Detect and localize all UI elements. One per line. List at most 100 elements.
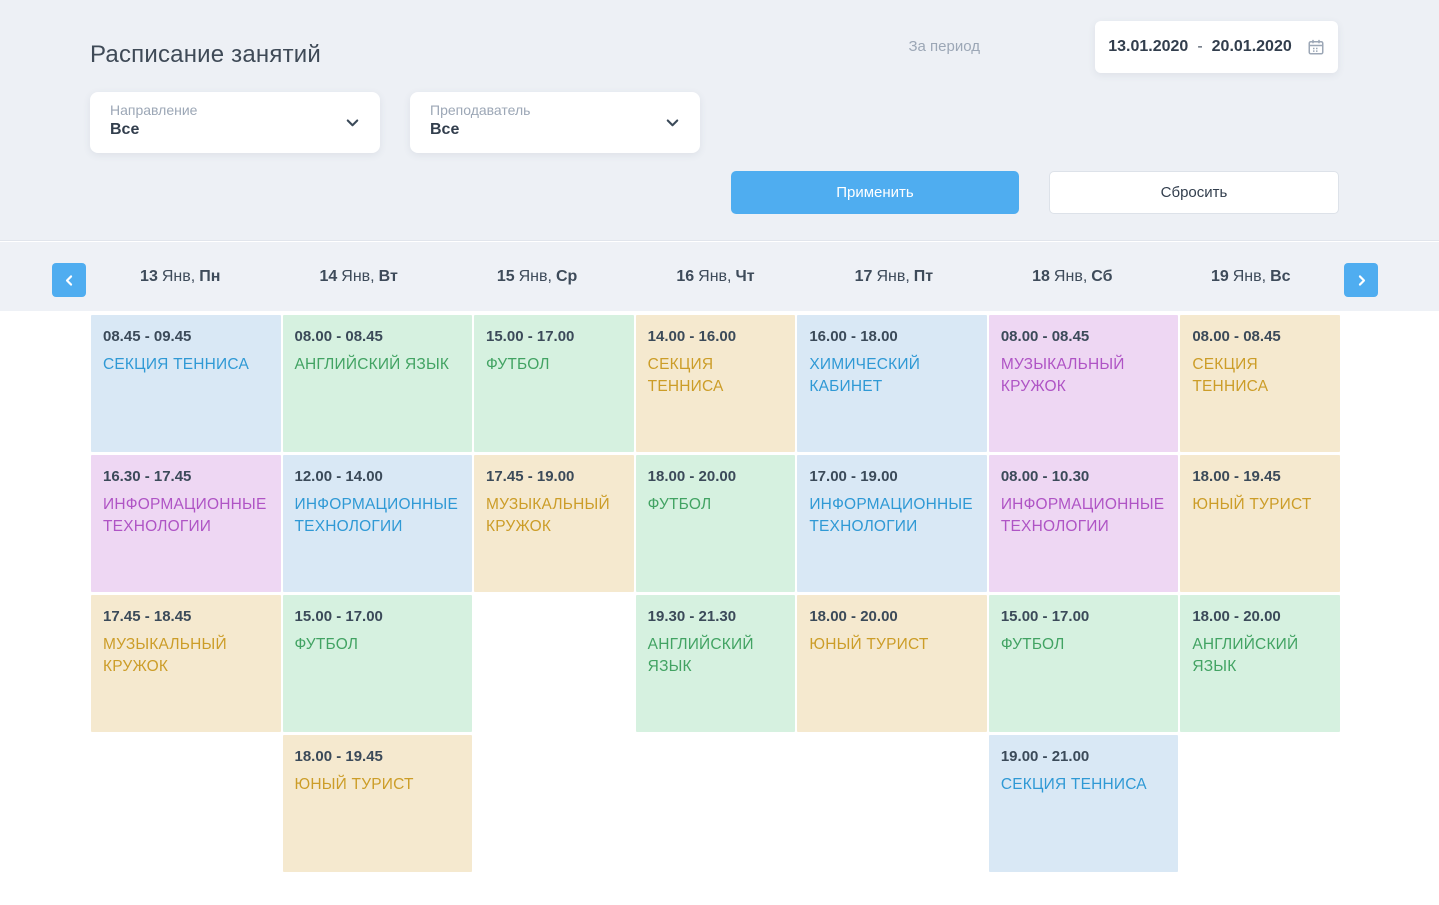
schedule-event[interactable]: 18.00 - 19.45 ЮНЫЙ ТУРИСТ <box>1180 455 1341 592</box>
schedule-event[interactable]: 16.30 - 17.45 ИНФОРМАЦИОННЫЕ ТЕХНОЛОГИИ <box>91 455 281 592</box>
day-number: 19 <box>1210 267 1229 285</box>
event-name: СЕКЦИЯ ТЕННИСА <box>103 356 249 373</box>
schedule-event[interactable]: 08.00 - 08.45 СЕКЦИЯ ТЕННИСА <box>1180 315 1341 452</box>
event-time: 15.00 - 17.00 <box>294 608 383 625</box>
day-column: 08.45 - 09.45 СЕКЦИЯ ТЕННИСА 16.30 - 17.45… <box>91 315 281 872</box>
day-weekday: Пн <box>199 267 221 285</box>
schedule-grid: 08.45 - 09.45 СЕКЦИЯ ТЕННИСА 16.30 - 17.45… <box>91 315 1341 872</box>
chevron-down-icon[interactable] <box>663 113 682 137</box>
day-number: 16 <box>676 267 695 285</box>
event-time: 08.00 - 10.30 <box>1000 468 1090 485</box>
day-weekday: Вс <box>1270 267 1291 285</box>
period-filter: За период 13.01.2020 - 20.01.2020 <box>908 21 1340 73</box>
chevron-right-icon <box>1358 274 1365 286</box>
filter-panel: Расписание занятий За период 13.01.2020 … <box>0 0 1439 241</box>
day-weekday: Пт <box>913 267 934 285</box>
next-week-button[interactable] <box>1344 263 1378 297</box>
event-time: 14.00 - 16.00 <box>647 328 737 345</box>
period-label: За период <box>908 38 980 55</box>
schedule-event[interactable]: 18.00 - 20.00 ЮНЫЙ ТУРИСТ <box>797 595 987 732</box>
schedule-event[interactable]: 16.00 - 18.00 ХИМИЧЕСКИЙ КАБИНЕТ <box>797 315 987 452</box>
schedule-event[interactable]: 18.00 - 19.45 ЮНЫЙ ТУРИСТ <box>282 735 472 872</box>
day-month: Янв, <box>1232 267 1267 285</box>
empty-slot <box>1180 735 1340 872</box>
day-header: 17 Янв, Пт <box>805 242 983 311</box>
event-name: ХИМИЧЕСКИЙ КАБИНЕТ <box>809 356 921 396</box>
event-time: 19.00 - 21.00 <box>1000 748 1090 765</box>
event-time: 12.00 - 14.00 <box>294 468 383 485</box>
day-weekday: Сб <box>1091 267 1113 285</box>
schedule-event[interactable]: 08.00 - 10.30 ИНФОРМАЦИОННЫЕ ТЕХНОЛОГИИ <box>988 455 1179 592</box>
day-column: 16.00 - 18.00 ХИМИЧЕСКИЙ КАБИНЕТ 17.00 - 1… <box>797 315 987 872</box>
teacher-select-label: Преподаватель <box>430 102 531 118</box>
day-month: Янв, <box>1053 267 1088 285</box>
day-header: 19 Янв, Вс <box>1162 242 1340 311</box>
event-name: ФУТБОЛ <box>647 496 712 513</box>
event-time: 17.45 - 19.00 <box>486 468 575 485</box>
event-time: 17.00 - 19.00 <box>809 468 898 485</box>
event-name: ЮНЫЙ ТУРИСТ <box>1192 496 1312 513</box>
direction-select-value: Все <box>110 121 140 138</box>
schedule-event[interactable]: 17.45 - 19.00 МУЗЫКАЛЬНЫЙ КРУЖОК <box>474 455 634 592</box>
schedule-event[interactable]: 19.30 - 21.30 АНГЛИЙСКИЙ ЯЗЫК <box>635 595 796 732</box>
schedule-event[interactable]: 08.00 - 08.45 МУЗЫКАЛЬНЫЙ КРУЖОК <box>988 315 1179 452</box>
event-time: 18.00 - 20.00 <box>1192 608 1281 625</box>
event-name: СЕКЦИЯ ТЕННИСА <box>1192 356 1269 396</box>
schedule-event[interactable]: 17.00 - 19.00 ИНФОРМАЦИОННЫЕ ТЕХНОЛОГИИ <box>797 455 987 592</box>
week-navigation-band: 13 Янв, Пн 14 Янв, Вт 15 Янв, Ср 16 Янв, Чт 17 Янв, Пт… <box>0 242 1439 311</box>
event-name: ИНФОРМАЦИОННЫЕ ТЕХНОЛОГИИ <box>103 496 267 536</box>
empty-slot <box>474 735 634 872</box>
schedule-event[interactable]: 18.00 - 20.00 ФУТБОЛ <box>635 455 796 592</box>
schedule-event[interactable]: 18.00 - 20.00 АНГЛИЙСКИЙ ЯЗЫК <box>1180 595 1341 732</box>
chevron-down-icon[interactable] <box>343 113 362 137</box>
schedule-event[interactable]: 12.00 - 14.00 ИНФОРМАЦИОННЫЕ ТЕХНОЛОГИИ <box>282 455 472 592</box>
teacher-select[interactable]: Преподаватель Все <box>410 92 700 153</box>
schedule-event[interactable]: 17.45 - 18.45 МУЗЫКАЛЬНЫЙ КРУЖОК <box>91 595 281 732</box>
empty-slot <box>636 735 796 872</box>
day-month: Янв, <box>341 267 375 285</box>
schedule-event[interactable]: 19.00 - 21.00 СЕКЦИЯ ТЕННИСА <box>988 735 1179 872</box>
reset-button[interactable]: Сбросить <box>1049 171 1339 214</box>
event-name: МУЗЫКАЛЬНЫЙ КРУЖОК <box>486 496 610 536</box>
event-name: СЕКЦИЯ ТЕННИСА <box>1000 776 1147 793</box>
empty-slot <box>797 735 987 872</box>
day-header-row: 13 Янв, Пн 14 Янв, Вт 15 Янв, Ср 16 Янв, Чт 17 Янв, Пт… <box>91 242 1340 311</box>
schedule-event[interactable]: 14.00 - 16.00 СЕКЦИЯ ТЕННИСА <box>635 315 796 452</box>
event-name: ФУТБОЛ <box>294 636 359 653</box>
event-name: ФУТБОЛ <box>486 356 550 373</box>
event-time: 08.00 - 08.45 <box>1000 328 1090 345</box>
direction-select[interactable]: Направление Все <box>90 92 380 153</box>
event-name: ЮНЫЙ ТУРИСТ <box>809 636 929 653</box>
event-time: 18.00 - 20.00 <box>809 608 898 625</box>
schedule-event[interactable]: 15.00 - 17.00 ФУТБОЛ <box>282 595 472 732</box>
event-name: ИНФОРМАЦИОННЫЕ ТЕХНОЛОГИИ <box>294 496 458 536</box>
event-time: 16.30 - 17.45 <box>103 468 192 485</box>
day-column: 08.00 - 08.45 МУЗЫКАЛЬНЫЙ КРУЖОК 08.00 - 1… <box>988 315 1179 872</box>
day-number: 15 <box>496 267 515 285</box>
event-name: ИНФОРМАЦИОННЫЕ ТЕХНОЛОГИИ <box>809 496 973 536</box>
event-name: ФУТБОЛ <box>1000 636 1065 653</box>
period-separator: - <box>1197 38 1203 55</box>
schedule-event[interactable]: 15.00 - 17.00 ФУТБОЛ <box>474 315 634 452</box>
day-number: 13 <box>140 267 158 285</box>
event-name: АНГЛИЙСКИЙ ЯЗЫК <box>294 356 450 373</box>
day-number: 14 <box>319 267 338 285</box>
event-time: 18.00 - 19.45 <box>294 748 383 765</box>
day-number: 17 <box>854 267 873 285</box>
apply-button[interactable]: Применить <box>731 171 1019 214</box>
schedule-event[interactable]: 08.00 - 08.45 АНГЛИЙСКИЙ ЯЗЫК <box>282 315 472 452</box>
period-range-input[interactable]: 13.01.2020 - 20.01.2020 <box>1095 21 1338 73</box>
schedule-event[interactable]: 08.45 - 09.45 СЕКЦИЯ ТЕННИСА <box>91 315 281 452</box>
day-month: Янв, <box>161 267 196 285</box>
previous-week-button[interactable] <box>52 263 86 297</box>
day-weekday: Вт <box>378 267 398 285</box>
schedule-event[interactable]: 15.00 - 17.00 ФУТБОЛ <box>988 595 1179 732</box>
event-time: 15.00 - 17.00 <box>1000 608 1090 625</box>
day-header: 14 Янв, Вт <box>269 242 447 311</box>
calendar-icon[interactable] <box>1307 38 1325 56</box>
event-time: 19.30 - 21.30 <box>647 608 737 625</box>
event-name: ИНФОРМАЦИОННЫЕ ТЕХНОЛОГИИ <box>1000 496 1165 536</box>
day-month: Янв, <box>698 267 732 285</box>
day-header: 18 Янв, Сб <box>983 242 1161 311</box>
